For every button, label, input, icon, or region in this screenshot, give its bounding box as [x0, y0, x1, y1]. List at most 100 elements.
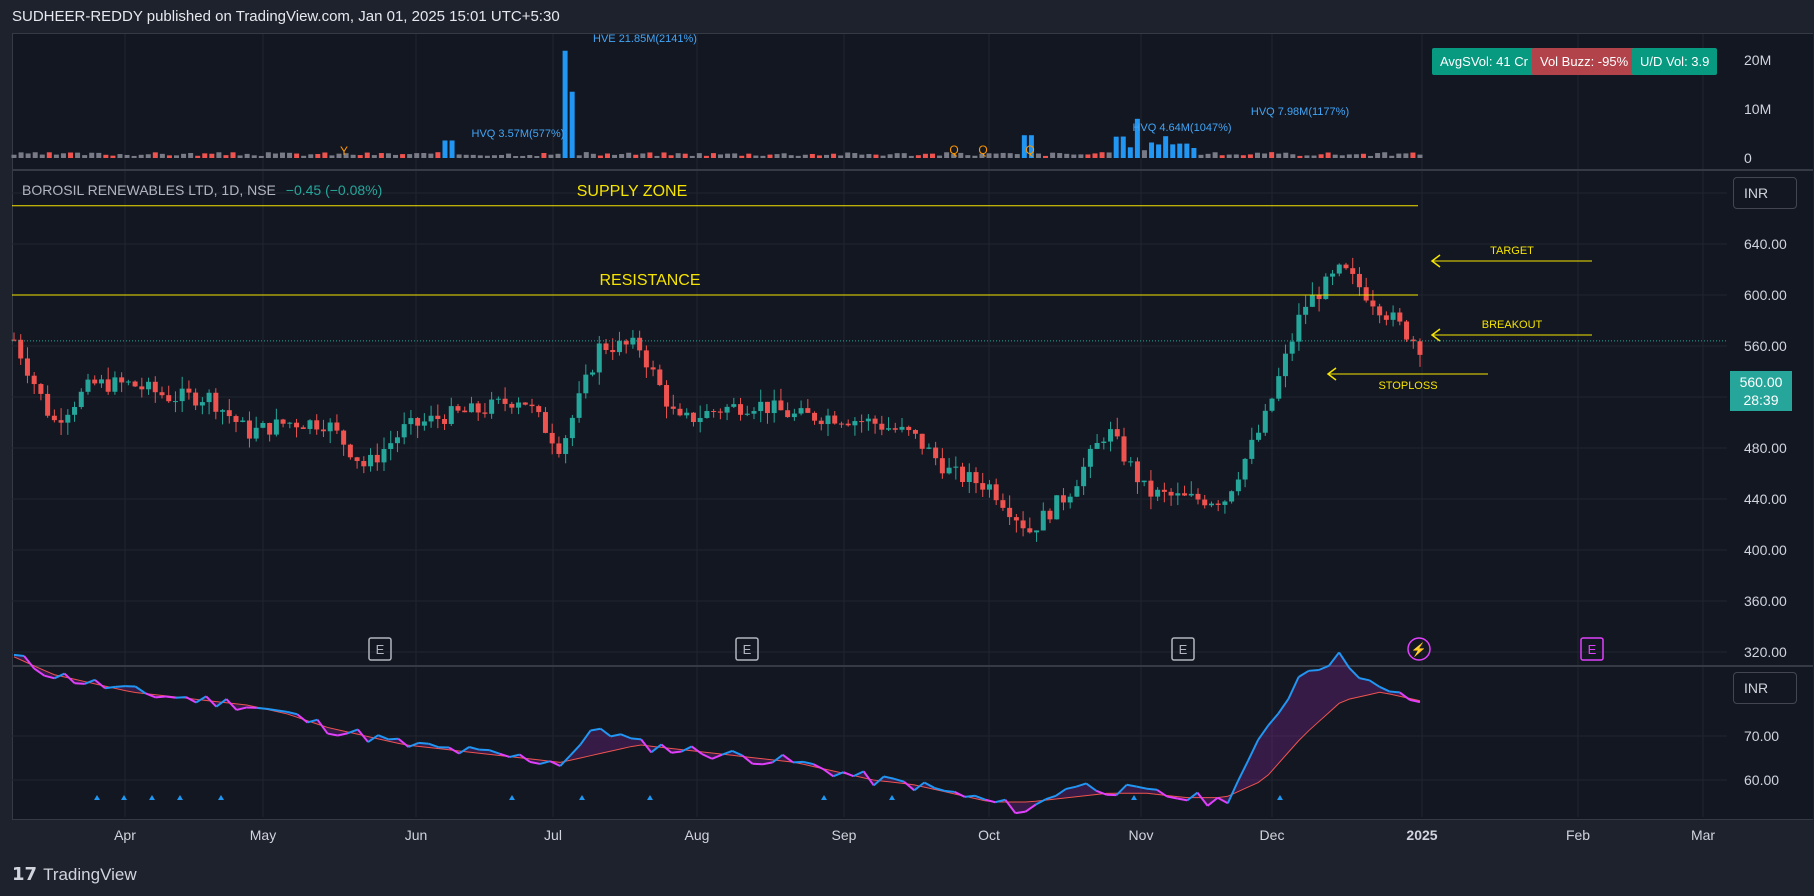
volume-bar: [315, 154, 321, 158]
volume-bar: [986, 153, 992, 158]
volume-bar: [152, 152, 158, 158]
stoploss-label: STOPLOSS: [1378, 380, 1437, 392]
volume-bar: [675, 153, 681, 158]
candle-body: [105, 379, 111, 392]
candle-body: [926, 447, 932, 449]
x-tick-label: Oct: [978, 827, 1000, 843]
candle-body: [610, 349, 616, 353]
candle-body: [516, 402, 522, 408]
volume-bar: [75, 152, 81, 158]
candle-body: [1047, 510, 1053, 520]
rsi-line-segment: [1308, 669, 1319, 672]
volume-bar: [647, 152, 653, 158]
volume-bar: [873, 154, 879, 158]
volume-bar: [39, 154, 45, 158]
candle-body: [859, 421, 865, 423]
rsi-line-segment: [195, 695, 207, 704]
candle-body: [886, 428, 892, 430]
candle-body: [85, 379, 91, 392]
volume-bar: [887, 154, 893, 158]
volume-bar: [1064, 153, 1070, 158]
x-tick-label: 2025: [1406, 827, 1437, 843]
candle-body: [785, 410, 791, 418]
volume-bar: [1212, 152, 1218, 158]
candle-body: [536, 406, 542, 413]
volume-bar: [908, 155, 914, 158]
candle-body: [986, 484, 992, 490]
x-tick-label: Jul: [544, 827, 562, 843]
earnings-event-label: E: [1588, 642, 1597, 657]
candle-body: [320, 429, 326, 432]
rsi-line-segment: [1024, 803, 1037, 813]
candle-body: [832, 415, 838, 424]
rsi-line-segment: [1015, 810, 1026, 815]
volume-bar: [181, 153, 187, 158]
rsi-currency-button[interactable]: INR: [1733, 672, 1797, 704]
rsi-signal-triangle: [94, 795, 100, 800]
candle-body: [112, 377, 118, 392]
symbol-legend[interactable]: BOROSIL RENEWABLES LTD, 1D, NSE −0.45 (−…: [22, 182, 382, 198]
rsi-line-segment: [256, 706, 267, 710]
rsi-line-segment: [1146, 787, 1158, 791]
volume-bar: [802, 154, 808, 158]
volume-bar: [1290, 154, 1296, 158]
candle-body: [462, 410, 468, 413]
candle-body: [489, 399, 495, 414]
volume-bar: [661, 152, 667, 158]
candle-body: [892, 428, 898, 430]
volume-bar: [831, 153, 837, 158]
candle-body: [576, 393, 582, 418]
volume-bar: [491, 155, 497, 158]
volume-bar: [195, 155, 201, 158]
price-tick-label: 320.00: [1744, 644, 1787, 660]
volume-bar: [364, 152, 370, 158]
candle-body: [468, 403, 474, 413]
rsi-ma-line: [13, 656, 1421, 803]
rsi-line-segment: [1196, 791, 1209, 807]
rsi-line-segment: [54, 672, 65, 680]
rsi-tick-label: 70.00: [1744, 728, 1779, 744]
rsi-line-segment: [215, 698, 228, 708]
candle-body: [1343, 264, 1349, 269]
rsi-line-segment: [175, 696, 187, 699]
rsi-line-segment: [1075, 782, 1087, 788]
rsi-line-segment: [913, 781, 925, 792]
candle-body: [677, 408, 683, 416]
rsi-line-segment: [479, 748, 490, 752]
volume-bar: [103, 154, 109, 158]
volume-bar: [1410, 152, 1416, 158]
rsi-line-segment: [792, 760, 804, 764]
volume-bar: [1007, 153, 1013, 158]
volume-bar: [710, 153, 716, 158]
candle-body: [374, 454, 380, 463]
candle-body: [1040, 510, 1046, 531]
candle-body: [1256, 432, 1262, 440]
candle-body: [58, 420, 64, 423]
candle-body: [697, 417, 703, 423]
rsi-line-segment: [327, 732, 338, 737]
volume-bar: [718, 154, 724, 158]
candle-body: [1134, 461, 1140, 483]
volume-bar: [463, 154, 469, 158]
rsi-line-segment: [347, 728, 359, 735]
rsi-line-segment: [1115, 784, 1128, 796]
currency-button[interactable]: INR: [1733, 177, 1797, 209]
candle-body: [146, 381, 152, 390]
candle-body: [172, 401, 178, 403]
candle-body: [852, 421, 858, 426]
rsi-line-segment: [33, 667, 45, 677]
candle-body: [1410, 339, 1416, 342]
rsi-line-segment: [843, 771, 854, 778]
volume-bar: [880, 155, 886, 158]
rsi-line-segment: [44, 674, 55, 680]
candle-body: [1007, 507, 1013, 518]
footer-brand[interactable]: 𝟭𝟳 TradingView: [12, 864, 137, 885]
volume-bar: [435, 152, 441, 158]
volume-bar: [456, 154, 462, 158]
candle-body: [1000, 500, 1006, 508]
volume-bar: [414, 153, 420, 158]
candle-body: [475, 403, 481, 413]
candle-body: [758, 401, 764, 412]
rsi-line-segment: [428, 742, 440, 749]
rsi-line-segment: [711, 753, 723, 760]
